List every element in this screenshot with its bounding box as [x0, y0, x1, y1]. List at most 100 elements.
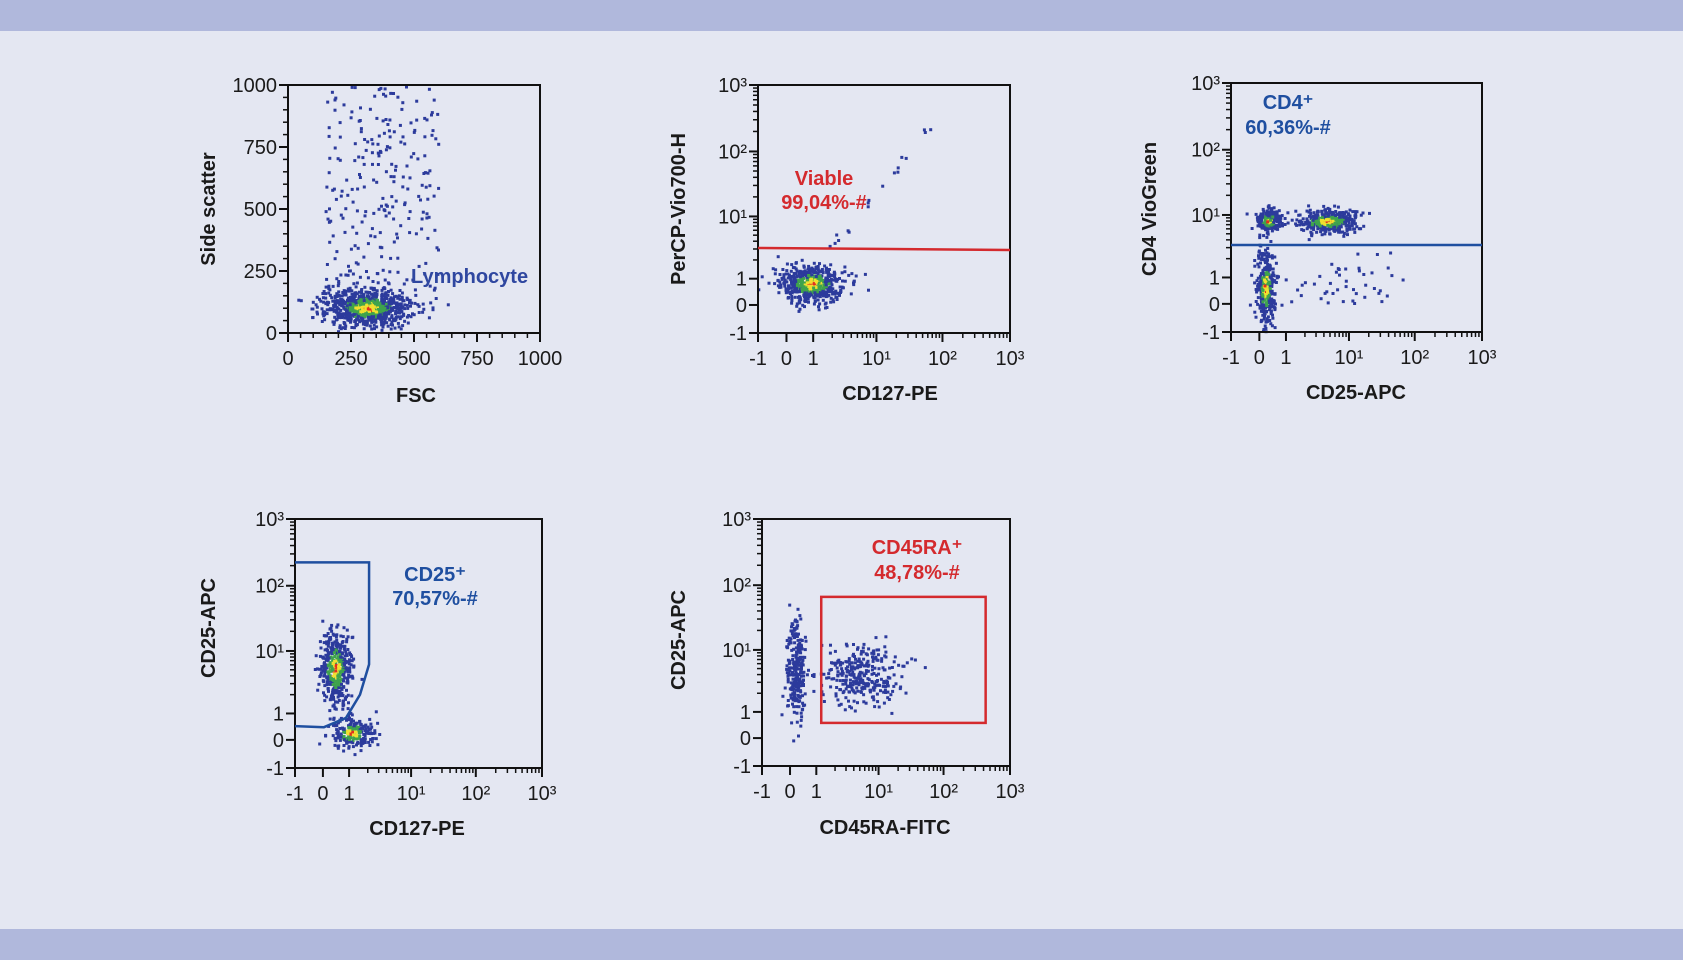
event-dot [345, 739, 348, 743]
event-dot [882, 690, 886, 694]
event-dot [346, 678, 350, 682]
event-dot [1245, 212, 1249, 216]
event-dot [1262, 306, 1266, 310]
event-dot [335, 250, 339, 254]
event-dot [838, 661, 842, 664]
event-dot [1266, 258, 1269, 262]
event-dot [1280, 303, 1284, 307]
event-dot [789, 286, 793, 290]
event-dot [790, 622, 794, 626]
event-dot [793, 634, 796, 637]
event-dot [345, 637, 349, 641]
event-dot [339, 671, 342, 675]
event-dot [394, 311, 398, 315]
event-dot [332, 651, 336, 655]
gate-rectangle[interactable] [819, 595, 987, 725]
event-dot [1327, 212, 1331, 216]
event-dot [332, 687, 335, 691]
event-dot [351, 225, 355, 229]
event-dot [853, 691, 857, 695]
event-dot [328, 674, 332, 678]
event-dot [1272, 274, 1276, 278]
event-dot [814, 265, 818, 269]
event-dot [803, 692, 807, 696]
event-dot [359, 744, 363, 748]
event-dot [413, 301, 417, 305]
event-dot [355, 727, 359, 731]
event-dot [323, 648, 327, 652]
event-dot [347, 316, 351, 320]
event-dot [1322, 221, 1326, 225]
event-dot [343, 302, 347, 305]
event-dot [331, 299, 335, 303]
event-dot [784, 291, 788, 295]
event-dot [833, 241, 837, 245]
event-dot [408, 298, 412, 302]
event-dot [1261, 270, 1265, 273]
event-dot [409, 315, 413, 319]
event-dot [1348, 227, 1352, 231]
event-dot [807, 668, 810, 672]
event-dot [1322, 204, 1326, 208]
event-dot [1263, 259, 1267, 263]
event-dot [324, 657, 328, 661]
event-dot [810, 292, 813, 296]
event-dot [850, 673, 854, 677]
event-dot [1268, 212, 1271, 216]
event-dot [335, 680, 339, 684]
event-dot [853, 709, 857, 713]
event-dot [319, 299, 323, 303]
event-dot [1258, 223, 1262, 226]
event-dot [831, 292, 835, 296]
event-dot [867, 663, 871, 667]
event-dot [412, 130, 416, 134]
event-dot [354, 324, 358, 328]
event-dot [883, 688, 887, 692]
event-dot [837, 658, 841, 662]
event-dot [785, 280, 789, 284]
event-dot [393, 295, 396, 299]
event-dot [330, 623, 334, 627]
event-dot [811, 674, 814, 677]
event-dot [383, 298, 386, 302]
event-dot [1261, 288, 1265, 292]
x-tick-label: 10³ [996, 781, 1025, 803]
event-dot [800, 680, 804, 684]
event-dot [823, 290, 827, 294]
event-dot [400, 296, 404, 300]
event-dot [1355, 225, 1359, 229]
event-dot [423, 154, 427, 158]
event-dot [367, 740, 371, 744]
event-dot [369, 731, 372, 735]
event-dot [348, 286, 352, 290]
event-dot [384, 302, 388, 306]
y-tick-label: -1 [1202, 322, 1220, 344]
event-dot [359, 303, 363, 307]
event-dot [824, 285, 828, 289]
event-dot [351, 739, 355, 742]
event-dot [413, 288, 417, 292]
event-dot [334, 96, 338, 100]
event-dot [863, 664, 866, 668]
event-dot [838, 679, 842, 683]
event-dot [802, 684, 805, 687]
event-dot [387, 302, 391, 306]
event-dot [367, 315, 371, 318]
event-dot [392, 317, 395, 321]
event-dot [334, 683, 337, 687]
event-dot [851, 683, 855, 687]
gate-line[interactable] [757, 246, 1011, 252]
event-dot [1273, 306, 1277, 310]
event-dot [797, 694, 801, 698]
event-dot [841, 679, 845, 682]
event-dot [1264, 248, 1267, 252]
event-dot [344, 314, 348, 318]
event-dot [328, 240, 332, 244]
plot-frame [757, 84, 1011, 334]
event-dot [1266, 290, 1269, 294]
event-dot [1333, 221, 1337, 225]
event-dot [370, 151, 374, 155]
gate-polygon[interactable] [294, 561, 371, 729]
event-dot [1357, 227, 1361, 231]
event-dot [890, 711, 894, 715]
